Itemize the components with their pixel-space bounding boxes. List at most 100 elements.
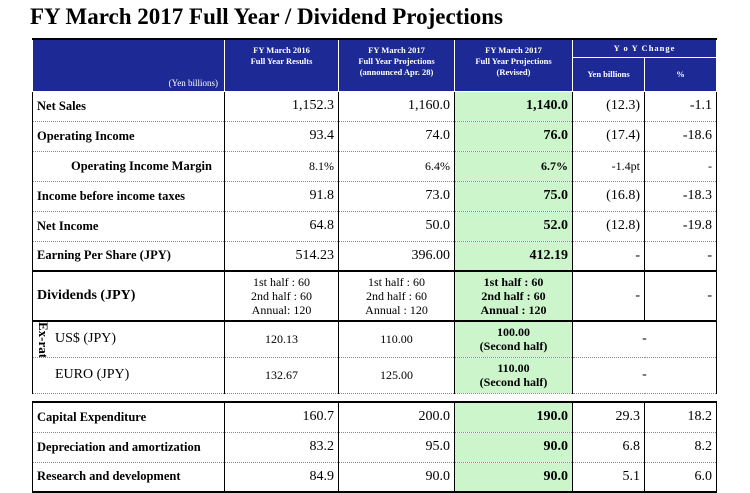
table-row-capex: Capital Expenditure 160.7 200.0 190.0 29… [32,402,718,433]
cell-yoy-yen: -1.4pt [572,151,645,182]
cell-yoy-pct: 18.2 [643,402,718,433]
cell-fy2017-revised: 100.00 (Second half) [454,321,573,358]
cell-yoy-pct: -18.3 [643,181,718,212]
cell-yoy-pct: -1.1 [643,91,718,122]
cell-fy2016: 84.9 [224,462,339,493]
cell-fy2016: 91.8 [224,181,339,212]
cell-yoy-pct: 6.0 [643,462,718,493]
table-gap [32,393,717,403]
unit-header: (Yen billions) [32,38,225,92]
cell-fy2017-revised: 52.0 [454,211,573,242]
cell-fy2017-revised: 76.0 [454,121,573,152]
cell-yoy-pct: -18.6 [643,121,718,152]
cell-fy2017-revised: 190.0 [454,402,573,433]
cell-fy2017-initial: 396.00 [338,241,455,272]
col-header-line: FY March 2016 [253,45,310,55]
cell-yoy-yen: 29.3 [572,402,645,433]
cell-fy2017-initial: 200.0 [338,402,455,433]
col-header-line: FY March 2017 [368,45,425,55]
row-label: Capital Expenditure [32,402,225,433]
col-header-line: (Revised) [496,67,531,77]
cell-fy2017-revised: 90.0 [454,432,573,463]
exrate-side-label: Ex-rate [36,322,51,357]
projections-table: (Yen billions) FY March 2016 Full Year R… [32,38,718,493]
cell-fy2016: 64.8 [224,211,339,242]
cell-fy2017-initial: 74.0 [338,121,455,152]
fx-line: 100.00 [497,325,530,340]
cell-fy2016: 514.23 [224,241,339,272]
cell-yoy-yen: (17.4) [572,121,645,152]
table-row-net-income: Net Income 64.8 50.0 52.0 (12.8) -19.8 [32,211,718,242]
page-title: FY March 2017 Full Year / Dividend Proje… [30,4,503,29]
cell-fy2017-revised: 6.7% [454,151,573,182]
cell-yoy-pct: - [643,151,718,182]
cell-yoy: - [571,321,718,358]
table-row-net-sales: Net Sales 1,152.3 1,160.0 1,140.0 (12.3)… [32,91,718,122]
yoy-yen-header: Yen billions [572,56,645,92]
cell-fy2017-initial: 73.0 [338,181,455,212]
cell-fy2017-initial: 1,160.0 [338,91,455,122]
col-header-line: Full Year Projections [358,56,435,66]
cell-fy2017-revised: 412.19 [454,241,573,272]
dividend-line: Annual : 120 [480,303,547,317]
cell-fy2017-revised: 110.00 (Second half) [454,357,573,394]
table-row-rnd: Research and development 84.9 90.0 90.0 … [32,462,718,493]
table-row-pretax-income: Income before income taxes 91.8 73.0 75.… [32,181,718,212]
row-label-usd: Ex-rate US$ (JPY) [32,321,225,358]
cell-yoy-yen: (12.8) [572,211,645,242]
col-header-line: Full Year Projections [475,56,552,66]
dividend-line: 2nd half : 60 [251,289,312,303]
yoy-header: Y o Y Change [571,38,718,58]
cell-fy2017-initial: 6.4% [338,151,455,182]
cell-fy2016: 83.2 [224,432,339,463]
cell-yoy-yen: - [572,241,645,272]
cell-fy2017-initial: 1st half : 60 2nd half : 60 Annual : 120 [338,271,455,322]
cell-yoy-yen: (16.8) [572,181,645,212]
yoy-pct-header: % [643,56,718,92]
cell-yoy-yen: (12.3) [572,91,645,122]
table-row-depreciation: Depreciation and amortization 83.2 95.0 … [32,432,718,463]
table-row-operating-margin: Operating Income Margin 8.1% 6.4% 6.7% -… [32,151,718,182]
row-label: Depreciation and amortization [32,432,225,463]
row-label-euro: EURO (JPY) [32,357,225,394]
cell-fy2016: 93.4 [224,121,339,152]
dividend-line: Annual: 120 [251,303,312,317]
row-label: Net Income [32,211,225,242]
dividend-line: 1st half : 60 [368,275,425,289]
dividend-line: 1st half : 60 [253,275,310,289]
dividend-line: 1st half : 60 [483,275,544,289]
cell-fy2016: 8.1% [224,151,339,182]
row-label: EURO (JPY) [55,367,130,382]
cell-yoy-yen: 5.1 [572,462,645,493]
dividend-line: 2nd half : 60 [481,289,546,303]
cell-fy2017-initial: 110.00 [338,321,455,358]
table-row-operating-income: Operating Income 93.4 74.0 76.0 (17.4) -… [32,121,718,152]
col-header-fy2017-initial: FY March 2017 Full Year Projections (ann… [338,38,455,92]
cell-fy2017-initial: 50.0 [338,211,455,242]
cell-fy2017-revised: 75.0 [454,181,573,212]
dividend-line: Annual : 120 [365,303,428,317]
cell-fy2016: 132.67 [224,357,339,394]
dividend-line: 2nd half : 60 [366,289,427,303]
cell-yoy: - [571,357,718,394]
row-label: Operating Income Margin [32,151,225,182]
cell-yoy-pct: - [643,241,718,272]
cell-fy2017-revised: 90.0 [454,462,573,493]
row-label: Research and development [32,462,225,493]
fx-line: (Second half) [479,339,548,354]
cell-fy2017-revised: 1st half : 60 2nd half : 60 Annual : 120 [454,271,573,322]
row-label: Earning Per Share (JPY) [32,241,225,272]
cell-yoy-yen: - [572,271,645,322]
row-label: Income before income taxes [32,181,225,212]
table-row-dividends: Dividends (JPY) 1st half : 60 2nd half :… [32,271,718,322]
table-row-eps: Earning Per Share (JPY) 514.23 396.00 41… [32,241,718,272]
cell-yoy-yen: 6.8 [572,432,645,463]
cell-fy2016: 120.13 [224,321,339,358]
col-header-line: (announced Apr. 28) [359,67,434,77]
row-label: Dividends (JPY) [32,271,225,322]
col-header-fy2016: FY March 2016 Full Year Results [224,38,339,92]
cell-yoy-pct: 8.2 [643,432,718,463]
cell-yoy-pct: - [643,271,718,322]
table-row-usd-rate: Ex-rate US$ (JPY) 120.13 110.00 100.00 (… [32,321,718,358]
col-header-fy2017-revised: FY March 2017 Full Year Projections (Rev… [454,38,573,92]
